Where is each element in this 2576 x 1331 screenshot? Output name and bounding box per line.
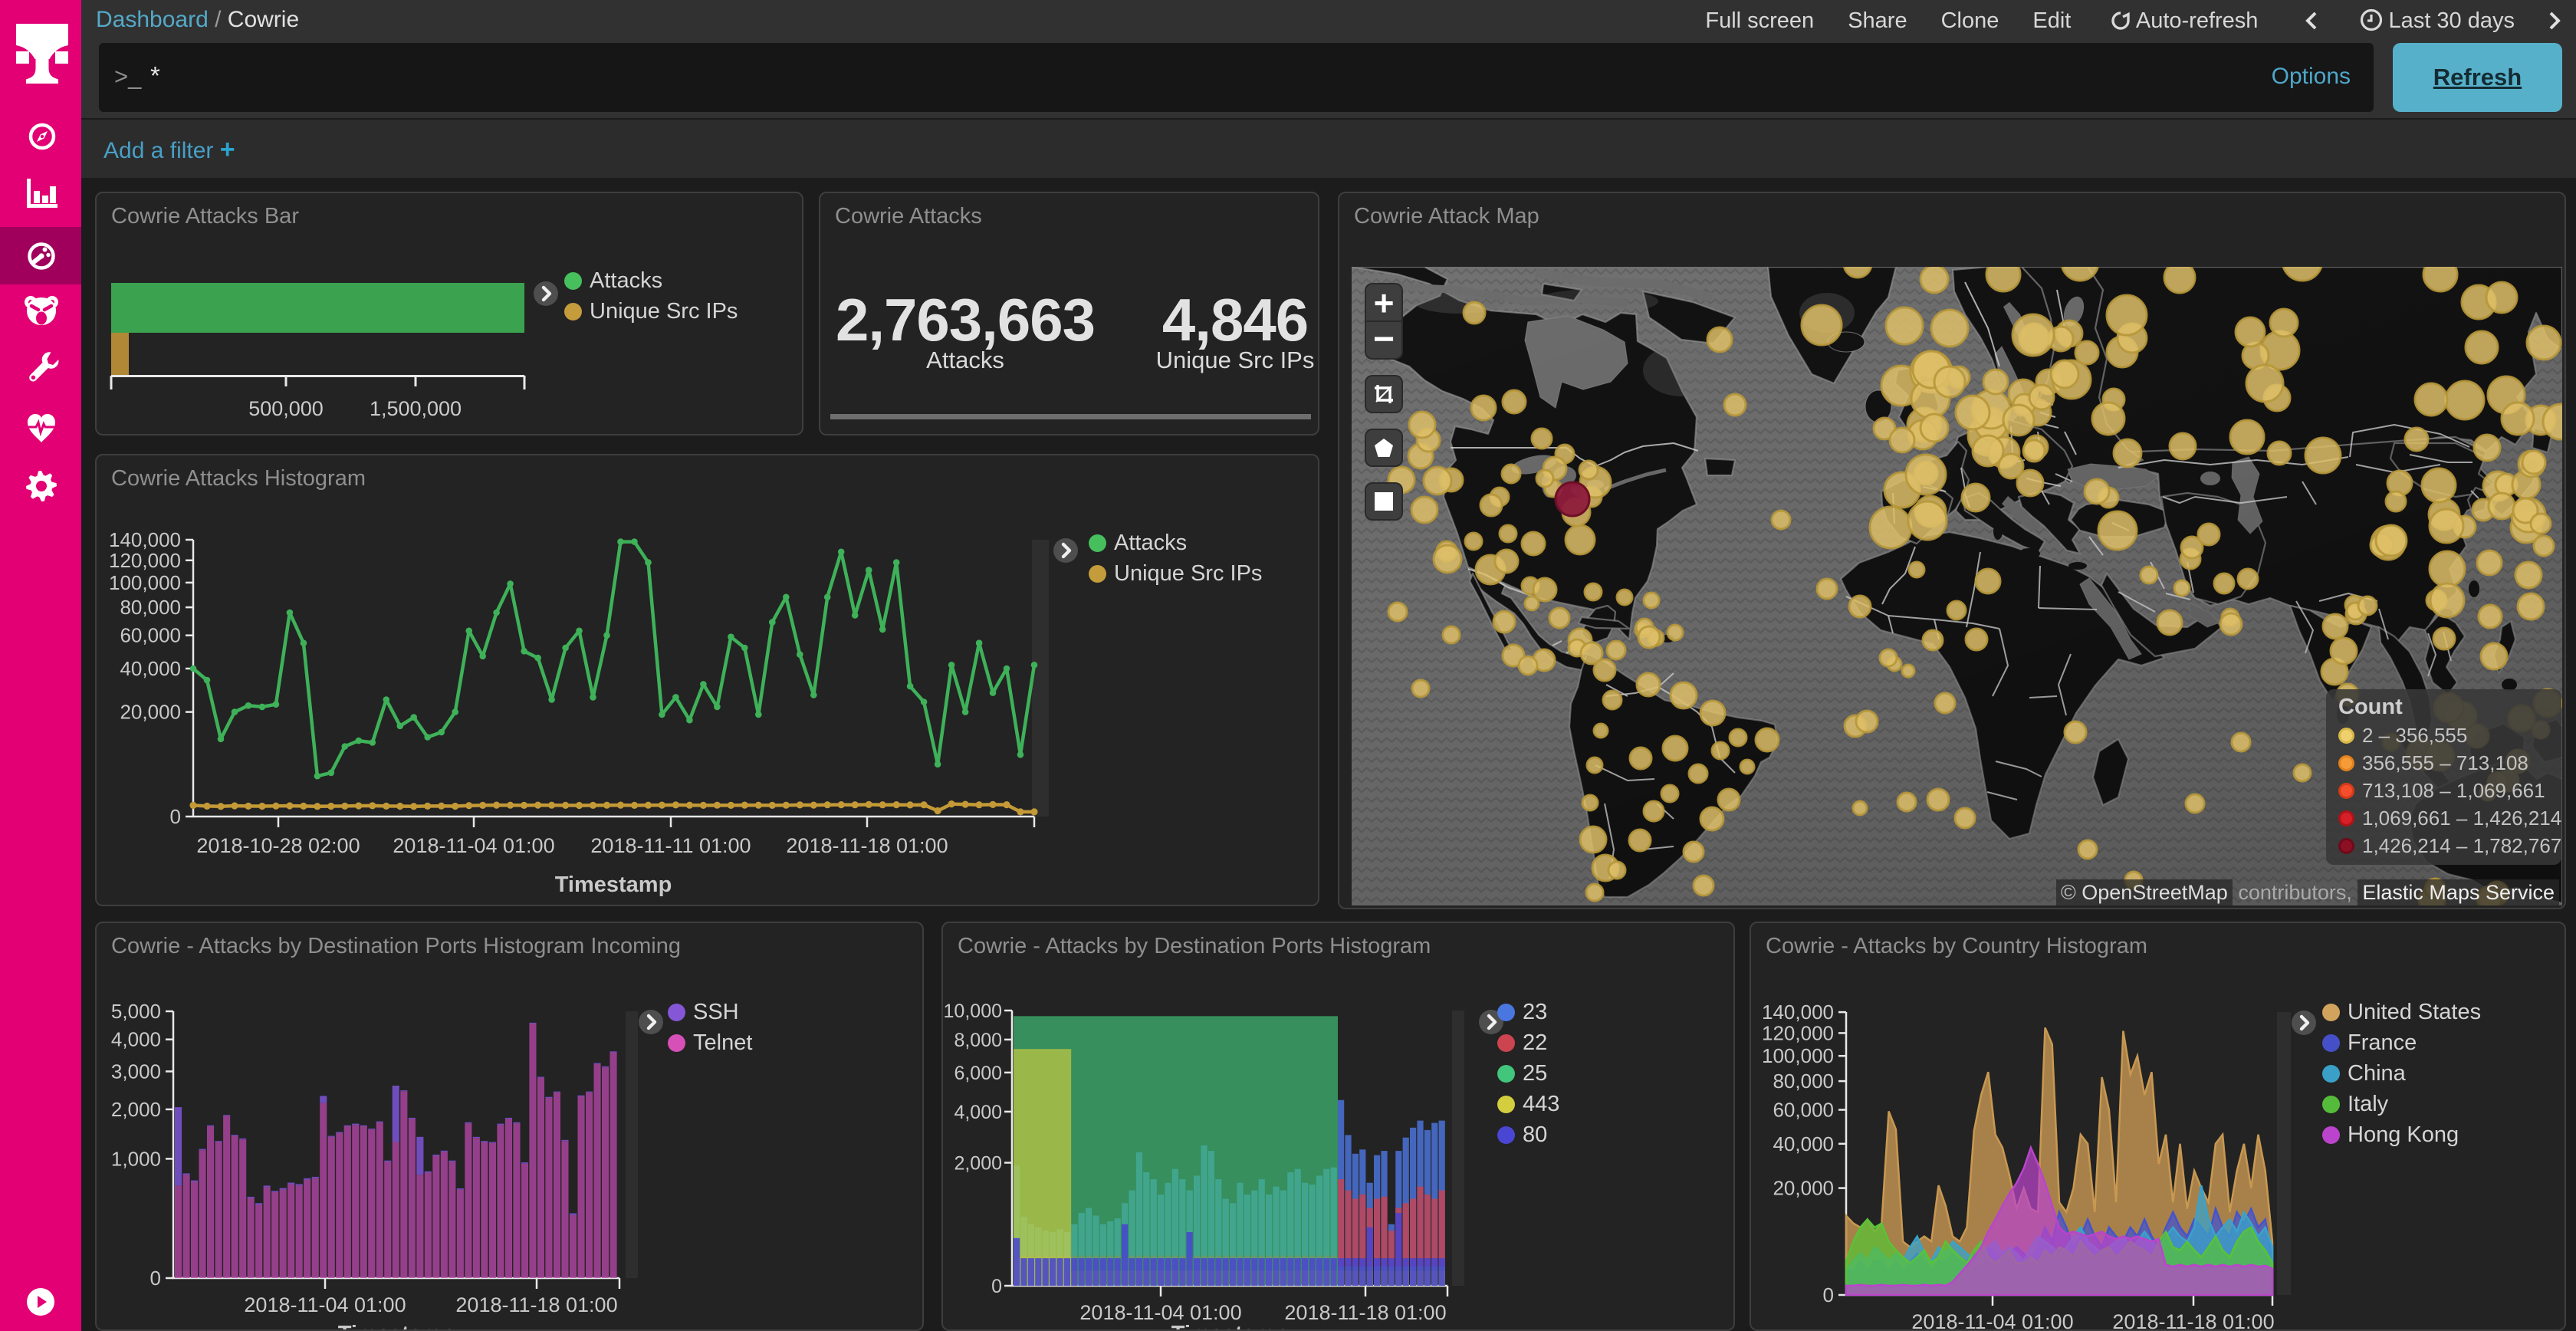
svg-text:0: 0	[991, 1276, 1002, 1297]
svg-text:20,000: 20,000	[120, 701, 181, 724]
svg-text:0: 0	[150, 1267, 161, 1290]
svg-text:140,000: 140,000	[1762, 1001, 1834, 1024]
svg-text:2018-11-04 01:00: 2018-11-04 01:00	[393, 834, 554, 857]
svg-text:40,000: 40,000	[120, 657, 181, 680]
svg-text:6,000: 6,000	[954, 1063, 1002, 1084]
svg-text:4,000: 4,000	[954, 1102, 1002, 1123]
svg-text:20,000: 20,000	[1773, 1177, 1834, 1200]
svg-text:1,500,000: 1,500,000	[370, 397, 462, 420]
svg-text:60,000: 60,000	[120, 624, 181, 647]
svg-text:500,000: 500,000	[248, 397, 324, 420]
svg-text:2018-11-18 01:00: 2018-11-18 01:00	[2112, 1310, 2274, 1331]
svg-text:Timestamp: Timestamp	[1171, 1322, 1289, 1331]
svg-text:2,000: 2,000	[954, 1153, 1002, 1175]
svg-text:2018-11-04 01:00: 2018-11-04 01:00	[1079, 1301, 1241, 1324]
svg-text:Timestamp: Timestamp	[338, 1322, 455, 1331]
svg-text:Timestamp: Timestamp	[555, 873, 672, 897]
svg-text:8,000: 8,000	[954, 1030, 1002, 1051]
svg-text:120,000: 120,000	[1762, 1021, 1834, 1044]
svg-text:4,000: 4,000	[111, 1028, 161, 1051]
svg-text:1,000: 1,000	[111, 1147, 161, 1170]
svg-text:2018-11-04 01:00: 2018-11-04 01:00	[244, 1293, 406, 1316]
svg-text:2018-11-11 01:00: 2018-11-11 01:00	[590, 834, 751, 857]
svg-text:80,000: 80,000	[120, 596, 181, 619]
svg-text:2018-11-18 01:00: 2018-11-18 01:00	[455, 1293, 617, 1316]
svg-text:60,000: 60,000	[1773, 1099, 1834, 1122]
svg-text:3,000: 3,000	[111, 1060, 161, 1083]
svg-text:100,000: 100,000	[1762, 1044, 1834, 1067]
svg-text:0: 0	[170, 805, 181, 828]
svg-text:5,000: 5,000	[111, 1000, 161, 1023]
svg-text:40,000: 40,000	[1773, 1132, 1834, 1155]
svg-text:2018-11-18 01:00: 2018-11-18 01:00	[786, 834, 948, 857]
svg-text:2,000: 2,000	[111, 1098, 161, 1121]
svg-text:2018-10-28 02:00: 2018-10-28 02:00	[196, 834, 360, 857]
svg-text:80,000: 80,000	[1773, 1070, 1834, 1093]
svg-text:0: 0	[1823, 1283, 1834, 1306]
svg-text:140,000: 140,000	[109, 528, 181, 551]
svg-text:2018-11-18 01:00: 2018-11-18 01:00	[1284, 1301, 1446, 1324]
svg-text:120,000: 120,000	[109, 549, 181, 572]
svg-text:10,000: 10,000	[944, 1001, 1002, 1022]
svg-text:2018-11-04 01:00: 2018-11-04 01:00	[1911, 1310, 2073, 1331]
svg-text:100,000: 100,000	[109, 571, 181, 594]
